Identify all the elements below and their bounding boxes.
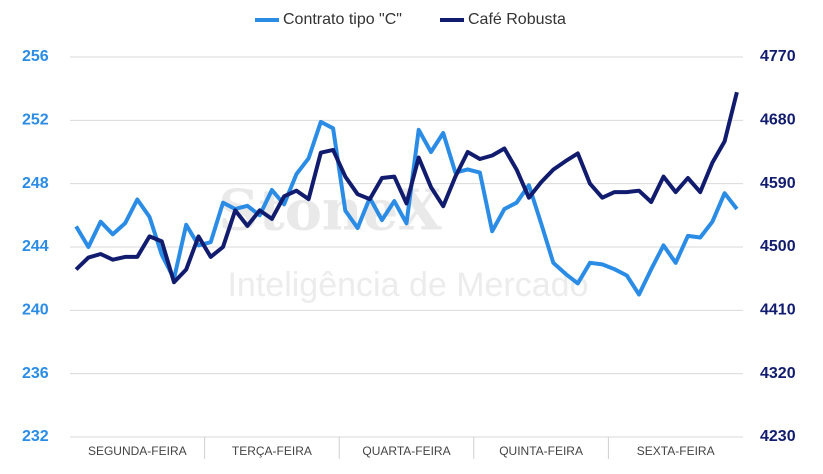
y-tick-label: 232 bbox=[22, 428, 49, 445]
y2-tick-label: 4680 bbox=[760, 112, 796, 129]
legend-label: Contrato tipo "C" bbox=[283, 11, 402, 28]
y-tick-label: 236 bbox=[22, 365, 49, 382]
y-tick-label: 248 bbox=[22, 175, 49, 192]
y2-tick-label: 4230 bbox=[760, 428, 796, 445]
y2-tick-label: 4770 bbox=[760, 48, 796, 65]
x-tick-label: SEXTA-FEIRA bbox=[637, 444, 715, 458]
x-tick-label: QUINTA-FEIRA bbox=[499, 444, 583, 458]
watermark: Inteligência de Mercado bbox=[227, 266, 588, 304]
y-tick-label: 244 bbox=[22, 238, 49, 255]
y2-tick-label: 4500 bbox=[760, 238, 796, 255]
y-tick-label: 240 bbox=[22, 302, 49, 319]
x-tick-label: QUARTA-FEIRA bbox=[362, 444, 450, 458]
y-tick-label: 256 bbox=[22, 48, 49, 65]
y-tick-label: 252 bbox=[22, 112, 49, 129]
x-tick-label: TERÇA-FEIRA bbox=[232, 444, 312, 458]
series-line bbox=[74, 91, 739, 285]
y2-tick-label: 4410 bbox=[760, 302, 796, 319]
x-tick-label: SEGUNDA-FEIRA bbox=[88, 444, 187, 458]
y2-tick-label: 4590 bbox=[760, 175, 796, 192]
series-line bbox=[74, 119, 739, 297]
y2-tick-label: 4320 bbox=[760, 365, 796, 382]
legend-label: Café Robusta bbox=[468, 11, 566, 28]
